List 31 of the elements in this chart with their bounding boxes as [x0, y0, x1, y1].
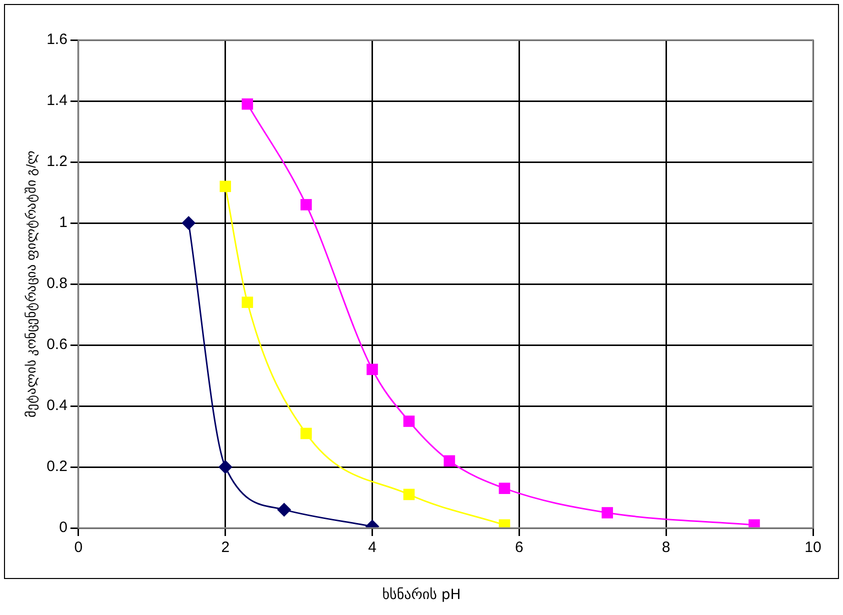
point — [602, 507, 613, 518]
y-tick-label: 0.2 — [46, 458, 68, 476]
point — [300, 199, 312, 210]
y-tick-label: 0.8 — [46, 275, 68, 292]
y-axis-title: მეტალის კონცენტრაცია ფილტრატში გ/ლ — [23, 150, 40, 418]
point — [182, 216, 196, 230]
x-tick-label: 0 — [74, 539, 83, 556]
point — [300, 428, 312, 440]
x-tick-label: 10 — [804, 539, 822, 556]
x-axis-title: ხსნარის pH — [381, 587, 462, 603]
point — [444, 455, 456, 467]
point — [403, 488, 415, 500]
point — [498, 482, 510, 494]
point — [242, 296, 254, 308]
x-tick-label: 2 — [221, 539, 230, 556]
y-tick-label: 1.6 — [46, 31, 68, 48]
y-tick-label: 0.4 — [46, 397, 68, 414]
point — [220, 180, 232, 192]
x-tick-label: 8 — [662, 539, 670, 556]
point — [277, 502, 292, 517]
point — [242, 98, 254, 110]
x-tick-label: 4 — [368, 539, 376, 556]
y-tick-label: 1.2 — [46, 153, 68, 170]
y-tick-label: 1 — [59, 214, 68, 232]
point — [403, 416, 415, 427]
y-tick-label: 1.4 — [46, 92, 68, 110]
x-tick-label: 6 — [515, 539, 524, 556]
point — [218, 460, 232, 474]
y-tick-label: 0 — [59, 519, 68, 536]
y-tick-label: 0.6 — [46, 336, 68, 354]
point — [366, 364, 378, 376]
